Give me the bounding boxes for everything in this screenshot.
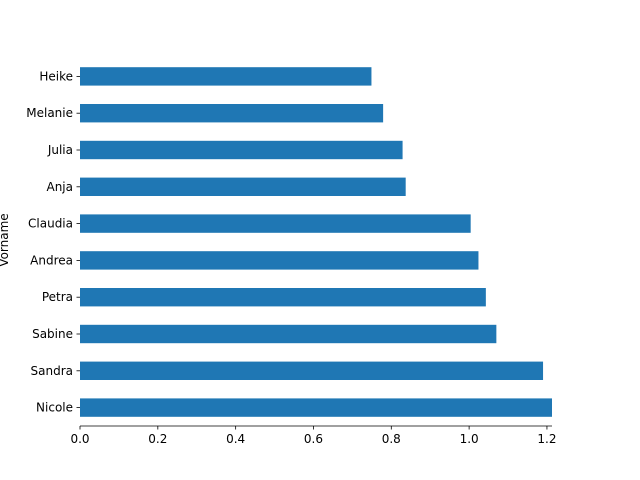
y-tick-label: Melanie	[26, 106, 73, 120]
bar-anja	[80, 177, 406, 196]
bar-melanie	[80, 104, 384, 123]
bar-julia	[80, 140, 403, 160]
x-tick-label: 1.2	[537, 432, 556, 446]
y-tick-label: Sandra	[31, 364, 73, 378]
y-tick-label: Petra	[42, 290, 73, 304]
y-tick-label: Sabine	[32, 327, 73, 341]
x-tick-label: 0.6	[304, 432, 323, 446]
x-tick-label: 0.2	[148, 432, 167, 446]
bar-heike	[80, 67, 372, 86]
x-tick-label: 0.8	[382, 432, 401, 446]
bar-andrea	[80, 251, 479, 270]
x-tick-label: 0.4	[226, 432, 245, 446]
bar-sandra	[80, 361, 544, 380]
bar-petra	[80, 288, 486, 307]
y-tick-label: Andrea	[30, 253, 73, 267]
bar-sabine	[80, 324, 497, 344]
y-tick-label: Anja	[46, 180, 73, 194]
bar-nicole	[80, 398, 552, 417]
x-tick-label: 1.0	[460, 432, 479, 446]
x-axis-ticks: 0.0 0.2 0.4 0.6 0.8 1.0 1.2	[70, 426, 556, 446]
y-axis-ticks: Nicole Sandra Sabine Petra Andrea Claudia Anja…	[26, 69, 80, 415]
y-tick-label: Heike	[39, 69, 73, 83]
bars-group	[80, 67, 552, 417]
bar-claudia	[80, 214, 471, 233]
y-tick-label: Julia	[47, 143, 73, 157]
y-tick-label: Nicole	[36, 401, 73, 415]
y-axis-label: Vorname	[0, 213, 11, 266]
y-tick-label: Claudia	[28, 217, 73, 231]
x-tick-label: 0.0	[70, 432, 89, 446]
